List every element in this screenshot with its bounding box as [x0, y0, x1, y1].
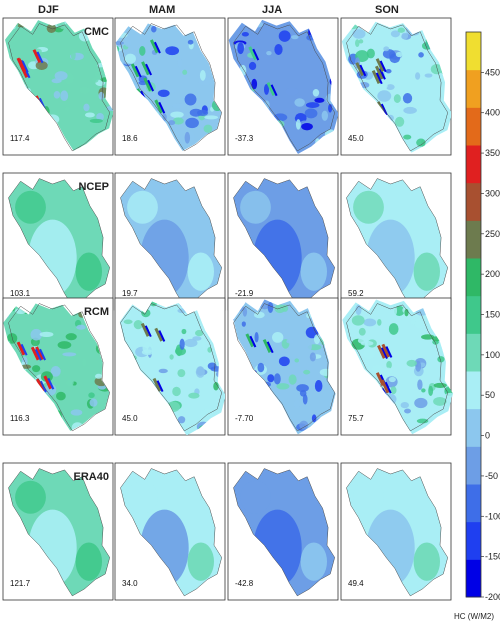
- colorbar-tick-label: 400: [485, 108, 500, 118]
- map-panel-ncep-son: 59.2: [340, 172, 452, 311]
- colorbar-tick-label: -150: [485, 552, 500, 562]
- basin-outline: [120, 468, 222, 597]
- panel-mean-value: 45.0: [122, 414, 138, 423]
- map-panel-rcm-mam: 45.0: [114, 297, 226, 436]
- dataset-label-era40: ERA40: [74, 471, 109, 483]
- colorbar-tick-label: 0: [485, 431, 490, 441]
- map-panel-rcm-son: 75.7: [340, 297, 454, 436]
- panel-mean-value: 18.6: [122, 134, 138, 143]
- colorbar-segment: [466, 559, 481, 598]
- colorbar-segment: [466, 484, 481, 523]
- basin-outline: [120, 303, 222, 432]
- colorbar-segment: [466, 408, 481, 447]
- basin-outline: [233, 23, 335, 152]
- season-header-jja: JJA: [262, 4, 282, 16]
- panel-mean-value: 103.1: [10, 289, 31, 298]
- panel-mean-value: -42.8: [235, 579, 254, 588]
- colorbar-tick-label: -100: [485, 511, 500, 521]
- map-panel-cmc-jja: -37.3: [227, 17, 339, 156]
- map-panel-era40-djf: ERA40 121.7: [2, 462, 114, 601]
- colorbar-segment: [466, 371, 481, 410]
- dataset-label-rcm: RCM: [84, 306, 109, 318]
- colorbar-tick-label: 100: [485, 350, 500, 360]
- basin-outline: [120, 178, 222, 307]
- map-panel-cmc-son: 45.0: [340, 17, 453, 156]
- basin-outline: [8, 23, 110, 152]
- panel-mean-value: 45.0: [348, 134, 364, 143]
- panel-mean-value: 19.7: [122, 289, 138, 298]
- colorbar-tick-label: 300: [485, 188, 500, 198]
- basin-outline: [8, 468, 110, 597]
- panel-mean-value: 117.4: [10, 134, 30, 143]
- colorbar-segment: [466, 295, 481, 334]
- colorbar-tick-label: -200: [485, 592, 500, 602]
- colorbar-segment: [466, 446, 481, 485]
- colorbar-segment: [466, 69, 481, 108]
- map-panel-era40-son: 49.4: [340, 462, 452, 601]
- basin-outline: [120, 23, 222, 152]
- map-panel-ncep-jja: -21.9: [227, 172, 339, 311]
- colorbar-segment: [466, 182, 481, 221]
- season-header-djf: DJF: [38, 4, 59, 16]
- panel-mean-value: -37.3: [235, 134, 254, 143]
- colorbar-tick-label: 50: [485, 390, 495, 400]
- basin-outline: [346, 178, 448, 307]
- map-panels: CMC 117.4 18.6 -37.3 45.0 NCEP 103.1 19.7 -21.9 5…: [2, 17, 454, 601]
- colorbar-tick-label: 150: [485, 310, 500, 320]
- map-panel-rcm-djf: RCM 116.3: [2, 297, 114, 436]
- basin-outline: [346, 303, 448, 432]
- colorbar-tick-label: 200: [485, 269, 500, 279]
- basin-outline: [8, 303, 110, 432]
- colorbar-segment: [466, 333, 481, 372]
- map-panel-ncep-djf: NCEP 103.1: [2, 172, 114, 311]
- basin-outline: [233, 178, 335, 307]
- panel-mean-value: 34.0: [122, 579, 138, 588]
- colorbar-segment: [466, 32, 481, 71]
- colorbar-segment: [466, 107, 481, 146]
- map-panel-era40-mam: 34.0: [114, 462, 226, 601]
- basin-outline: [8, 178, 110, 307]
- basin-outline: [346, 468, 448, 597]
- panel-mean-value: 59.2: [348, 289, 364, 298]
- panel-mean-value: -7.70: [235, 414, 254, 423]
- map-panel-ncep-mam: 19.7: [114, 172, 226, 311]
- dataset-label-ncep: NCEP: [78, 181, 109, 193]
- colorbar-tick-label: 350: [485, 148, 500, 158]
- colorbar-segment: [466, 220, 481, 259]
- panel-mean-value: 75.7: [348, 414, 364, 423]
- map-panel-cmc-djf: CMC 117.4: [2, 17, 114, 156]
- basin-outline: [346, 23, 448, 152]
- basin-outline: [233, 468, 335, 597]
- colorbar-tick-label: 250: [485, 229, 500, 239]
- colorbar-segment: [466, 521, 481, 560]
- colorbar-tick-label: 450: [485, 67, 500, 77]
- panel-mean-value: 49.4: [348, 579, 364, 588]
- season-header-son: SON: [375, 4, 399, 16]
- colorbar-tick-label: -50: [485, 471, 498, 481]
- dataset-label-cmc: CMC: [84, 26, 109, 38]
- map-panel-cmc-mam: 18.6: [114, 17, 226, 156]
- panel-mean-value: -21.9: [235, 289, 254, 298]
- map-panel-rcm-jja: -7.70: [227, 297, 339, 436]
- panel-mean-value: 121.7: [10, 579, 31, 588]
- colorbar-unit-label: HC (W/M2): [454, 612, 494, 621]
- basin-outline: [233, 303, 335, 432]
- season-header-mam: MAM: [149, 4, 175, 16]
- map-panel-era40-jja: -42.8: [227, 462, 339, 601]
- colorbar-segment: [466, 258, 481, 297]
- panel-mean-value: 116.3: [10, 414, 30, 423]
- colorbar-segment: [466, 145, 481, 184]
- season-headers: DJF MAM JJA SON: [38, 4, 399, 16]
- colorbar: 450 400 350 300 250 200 150 100 50 0 -50 -100 -150 -2…: [465, 31, 500, 602]
